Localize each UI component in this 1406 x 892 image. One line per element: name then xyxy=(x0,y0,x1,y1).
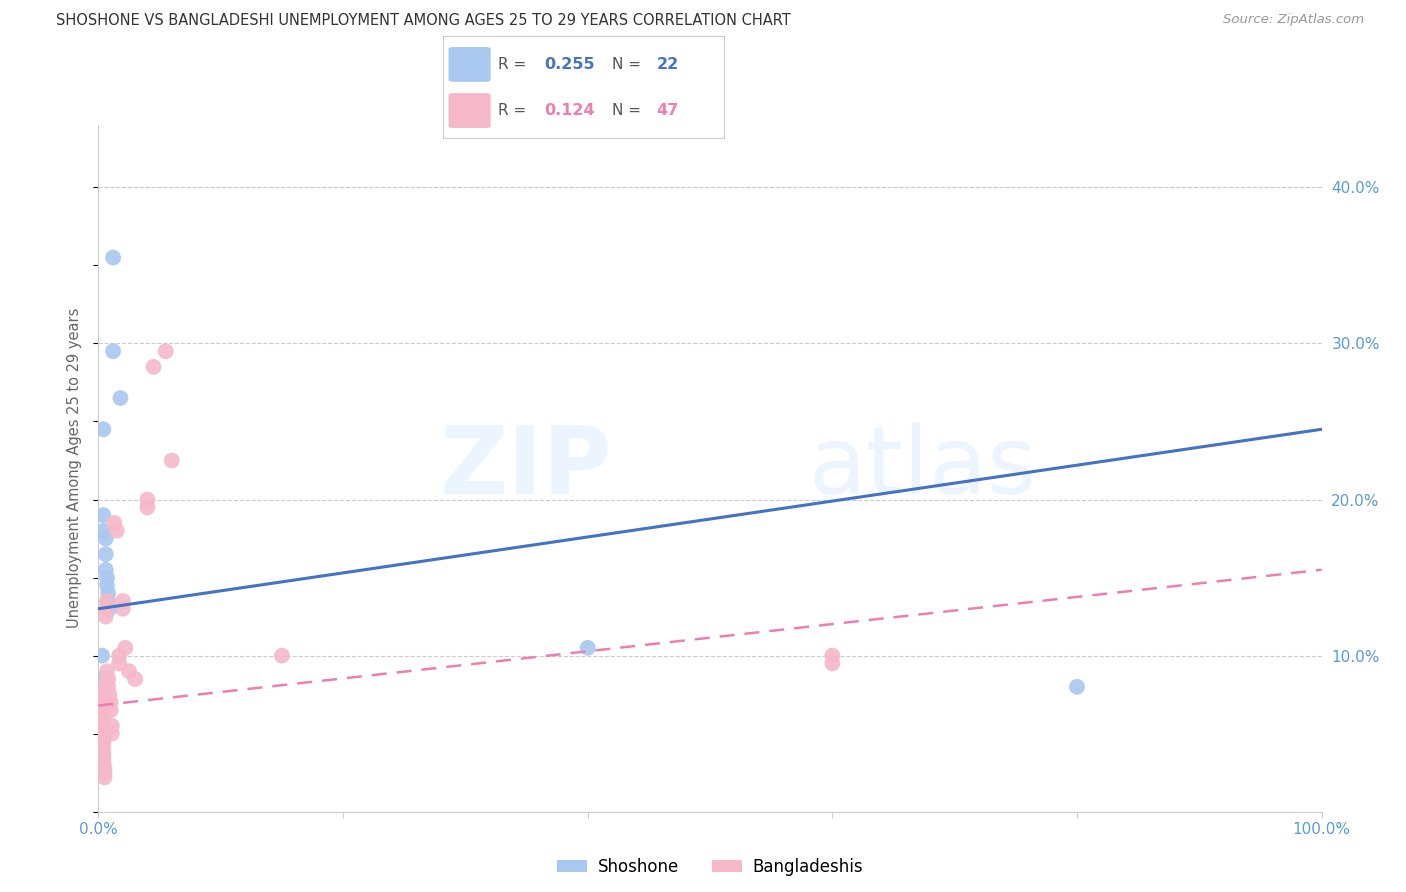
Point xyxy=(94,563,117,577)
Point xyxy=(576,640,599,655)
Point xyxy=(91,703,114,717)
Text: R =: R = xyxy=(498,57,531,72)
Point xyxy=(91,755,114,769)
Text: N =: N = xyxy=(612,57,645,72)
Point xyxy=(91,734,114,748)
Point xyxy=(142,359,165,374)
Point xyxy=(91,711,114,725)
Point xyxy=(91,422,114,436)
Point xyxy=(91,730,114,744)
Point xyxy=(110,391,132,405)
Point xyxy=(97,586,120,600)
Y-axis label: Unemployment Among Ages 25 to 29 years: Unemployment Among Ages 25 to 29 years xyxy=(67,308,83,629)
Legend: Shoshone, Bangladeshis: Shoshone, Bangladeshis xyxy=(551,851,869,882)
Point xyxy=(94,532,117,546)
Point xyxy=(91,692,114,706)
Point xyxy=(96,571,118,585)
Point xyxy=(101,344,124,359)
Point xyxy=(270,648,294,663)
Point xyxy=(91,508,114,523)
Point xyxy=(91,680,114,694)
Point xyxy=(94,601,117,615)
Point xyxy=(93,770,115,785)
Point xyxy=(821,657,844,671)
Point xyxy=(93,765,115,780)
Point xyxy=(97,594,120,608)
Point xyxy=(124,672,146,686)
Point xyxy=(97,672,120,686)
Text: R =: R = xyxy=(498,103,531,118)
Point xyxy=(136,492,159,507)
Point xyxy=(91,726,114,740)
FancyBboxPatch shape xyxy=(449,47,491,82)
Point xyxy=(108,648,131,663)
Point xyxy=(91,746,114,760)
Point xyxy=(111,594,134,608)
Point xyxy=(96,578,118,592)
Point xyxy=(91,739,114,753)
Point xyxy=(100,703,122,717)
Point xyxy=(1066,680,1088,694)
Point xyxy=(91,688,114,702)
Point xyxy=(91,688,114,702)
Text: Source: ZipAtlas.com: Source: ZipAtlas.com xyxy=(1223,13,1364,27)
Point xyxy=(105,524,128,538)
Point xyxy=(96,594,118,608)
Point xyxy=(160,453,183,467)
Text: 47: 47 xyxy=(657,103,679,118)
Point xyxy=(91,750,114,764)
Text: 0.255: 0.255 xyxy=(544,57,595,72)
Point xyxy=(91,726,114,740)
Point xyxy=(108,657,131,671)
Point xyxy=(91,672,114,686)
Point xyxy=(821,648,844,663)
Point xyxy=(91,696,114,710)
Point xyxy=(98,688,121,702)
Point xyxy=(103,516,125,530)
Point xyxy=(100,696,122,710)
Text: N =: N = xyxy=(612,103,645,118)
Point xyxy=(114,640,136,655)
Text: ZIP: ZIP xyxy=(439,422,612,515)
Text: 0.124: 0.124 xyxy=(544,103,595,118)
Point xyxy=(155,344,177,359)
Point xyxy=(91,723,114,738)
Point xyxy=(118,664,141,678)
Text: SHOSHONE VS BANGLADESHI UNEMPLOYMENT AMONG AGES 25 TO 29 YEARS CORRELATION CHART: SHOSHONE VS BANGLADESHI UNEMPLOYMENT AMO… xyxy=(56,13,792,29)
Point xyxy=(91,524,114,538)
Point xyxy=(91,648,114,663)
Point xyxy=(136,500,159,515)
Text: 22: 22 xyxy=(657,57,679,72)
Point xyxy=(93,761,115,775)
Point xyxy=(94,547,117,561)
Point xyxy=(91,757,114,772)
Point xyxy=(98,601,121,615)
FancyBboxPatch shape xyxy=(449,93,491,128)
Point xyxy=(96,664,118,678)
Point xyxy=(101,726,124,740)
Point xyxy=(97,680,120,694)
Point xyxy=(101,719,124,733)
Point xyxy=(91,700,114,714)
Point xyxy=(94,609,117,624)
Point xyxy=(91,680,114,694)
Point xyxy=(111,601,134,615)
Text: atlas: atlas xyxy=(808,422,1036,515)
Point xyxy=(91,719,114,733)
Point xyxy=(101,251,124,265)
